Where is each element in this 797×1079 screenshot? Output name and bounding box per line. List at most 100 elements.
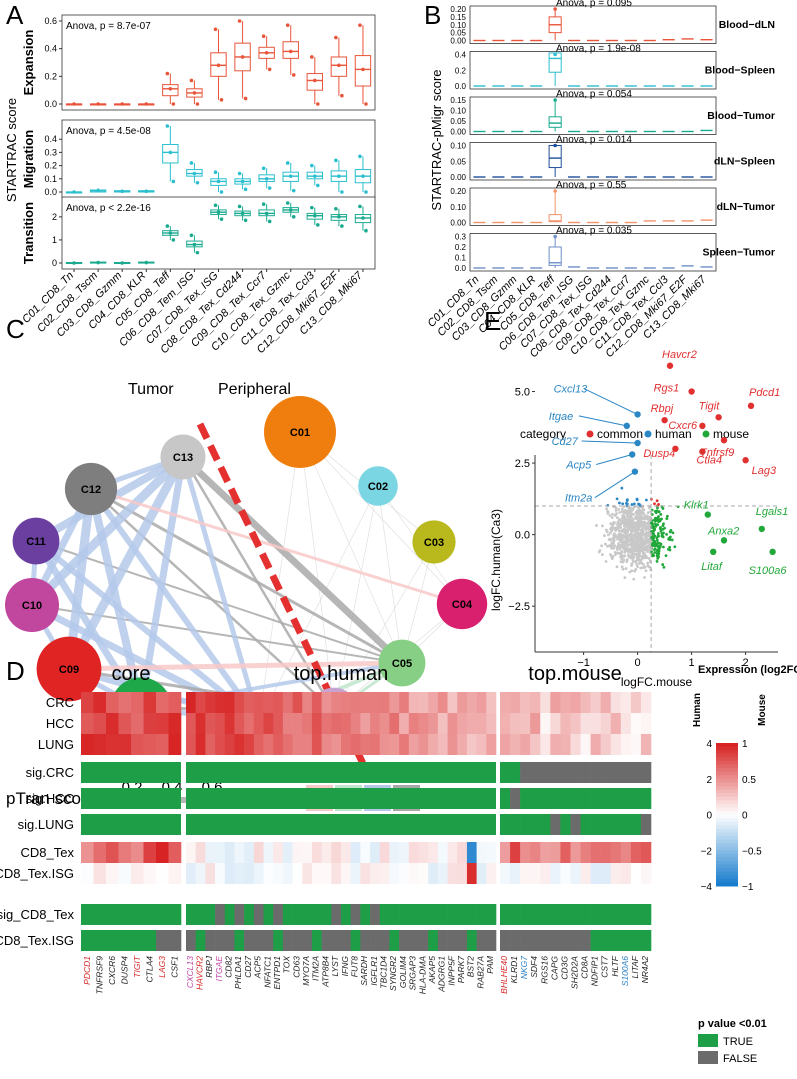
panel-a-point xyxy=(310,205,314,210)
panel-e-point xyxy=(622,524,626,528)
panel-d-sig-cell xyxy=(341,904,351,925)
panel-c-node xyxy=(412,520,456,564)
panel-d-gene-label: CD82 xyxy=(224,956,234,978)
panel-b-point xyxy=(553,143,557,148)
panel-e-point xyxy=(627,525,631,529)
panel-e-point xyxy=(636,549,640,553)
panel-d-sig-cell xyxy=(530,930,541,951)
panel-d-sig-cell xyxy=(93,904,107,925)
panel-d-colorbar-step xyxy=(716,768,738,773)
panel-d-cell xyxy=(600,713,612,734)
panel-e-point xyxy=(619,522,623,525)
panel-d-cell xyxy=(263,713,274,734)
panel-d-gene-label: TBC1D4 xyxy=(379,956,389,989)
panel-d-cell xyxy=(273,713,284,734)
panel-e-point xyxy=(600,544,603,548)
panel-c-edge xyxy=(88,487,262,724)
panel-d-colorbar-step xyxy=(716,878,738,883)
panel-d-cell xyxy=(570,692,581,713)
panel-d-colorbar-step xyxy=(716,789,738,794)
panel-e-point xyxy=(640,566,644,570)
panel-e-leader xyxy=(594,471,636,499)
panel-d-cell xyxy=(186,842,196,863)
panel-b-ytick: 0.10 xyxy=(450,107,466,116)
panel-d-cell xyxy=(610,713,622,734)
panel-d-sig-cell xyxy=(302,930,313,951)
panel-d-cell xyxy=(168,734,182,755)
panel-d-sig-cell xyxy=(570,814,581,835)
panel-a-ytick: 0.0 xyxy=(44,187,57,197)
panel-a-point xyxy=(165,124,170,128)
panel-e-point xyxy=(604,560,608,563)
panel-d-sig-cell xyxy=(476,904,487,925)
panel-e-point xyxy=(612,541,616,544)
panel-a-point xyxy=(96,188,100,193)
panel-letter-e: E xyxy=(484,306,501,336)
panel-d-cell xyxy=(93,734,107,755)
panel-e-point xyxy=(642,548,646,551)
panel-e-point xyxy=(656,534,660,538)
panel-d-cell xyxy=(263,692,274,713)
panel-a-point xyxy=(243,96,248,101)
panel-d-cell xyxy=(580,713,591,734)
panel-d-cell xyxy=(500,692,511,713)
panel-d-sig-cell xyxy=(580,762,591,783)
panel-d-cell xyxy=(570,734,581,755)
panel-d-cell xyxy=(418,842,429,863)
panel-e-point xyxy=(671,531,675,535)
panel-e-point xyxy=(661,563,665,566)
panel-e-point xyxy=(656,523,660,527)
panel-letter-a: A xyxy=(6,0,24,30)
panel-d-sig-cell xyxy=(620,904,632,925)
panel-d-gene-label: RAB27A xyxy=(475,956,485,989)
panel-d-sig-label: sig.LUNG xyxy=(18,817,74,832)
panel-e-legend-dot xyxy=(702,430,710,438)
panel-e-point xyxy=(665,532,669,536)
panel-d-cell xyxy=(610,842,622,863)
panel-d-sig-cell xyxy=(360,930,371,951)
panel-d-colorbar-step xyxy=(716,778,738,783)
panel-e-point xyxy=(621,502,625,506)
panel-d-cell xyxy=(143,692,157,713)
panel-e-point xyxy=(615,548,619,551)
panel-e-point xyxy=(646,516,650,519)
panel-a-point xyxy=(243,218,248,223)
panel-e-legend-dot xyxy=(644,430,652,438)
panel-d-colorbar-step xyxy=(716,764,738,769)
panel-e-point xyxy=(641,529,645,533)
panel-d-cell xyxy=(476,734,487,755)
panel-e-leader xyxy=(596,454,633,465)
panel-e-point xyxy=(646,511,650,515)
panel-a-point xyxy=(261,34,266,39)
panel-c-edge xyxy=(140,661,403,710)
panel-a-point xyxy=(219,98,224,102)
panel-d-cell xyxy=(379,842,390,863)
panel-e-point xyxy=(612,546,616,550)
panel-e-point xyxy=(668,545,672,549)
panel-a-point xyxy=(240,211,245,216)
panel-e-point xyxy=(620,486,624,490)
panel-a-point xyxy=(192,91,197,95)
panel-d-sig-cell xyxy=(590,930,601,951)
panel-e-point xyxy=(635,553,639,557)
panel-d-sig-cell xyxy=(510,930,521,951)
panel-d-cell xyxy=(215,692,226,713)
panel-d-cell xyxy=(520,863,531,884)
panel-e-point xyxy=(608,531,612,535)
panel-d-gene-label: LITAF xyxy=(630,955,640,978)
panel-a-point xyxy=(316,183,320,188)
panel-d-cell xyxy=(630,734,642,755)
panel-e-point xyxy=(621,567,625,571)
panel-b-facet-frame xyxy=(469,5,717,44)
panel-d-human-tick: 0 xyxy=(706,811,712,822)
panel-e-leader xyxy=(581,440,638,444)
panel-b-anova: Anova, p = 0.014 xyxy=(556,135,632,146)
panel-d-sig-cell xyxy=(205,904,216,925)
panel-d-sig-cell xyxy=(510,904,521,925)
panel-e-point xyxy=(647,522,651,526)
panel-d-cell xyxy=(486,713,497,734)
panel-d-cell xyxy=(302,863,313,884)
panel-d-sig-cell xyxy=(550,762,561,783)
panel-d-sig-cell xyxy=(131,930,144,951)
panel-e-highlight-point xyxy=(661,416,668,424)
